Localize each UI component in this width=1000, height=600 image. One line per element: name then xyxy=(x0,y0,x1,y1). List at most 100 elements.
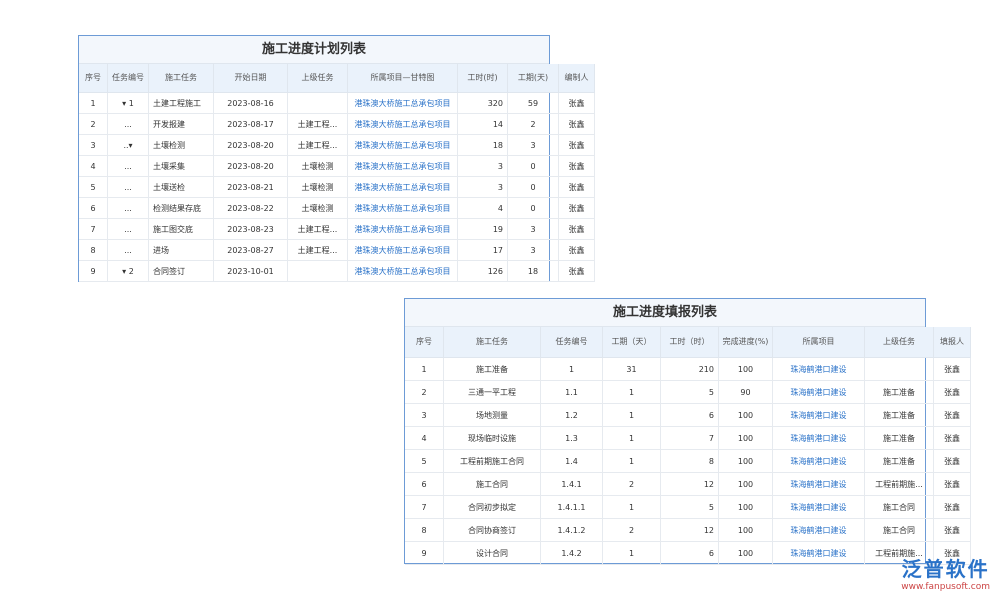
cell: 土壤检测 xyxy=(287,176,348,198)
report-title: 施工进度填报列表 xyxy=(405,299,925,327)
project-link[interactable]: 港珠澳大桥施工总承包项目 xyxy=(347,218,458,240)
cell: 3 xyxy=(457,155,508,177)
cell: 2023-08-17 xyxy=(213,113,288,135)
project-link[interactable]: 珠海鹤港口建设 xyxy=(772,449,865,473)
cell: 工程前期施... xyxy=(864,472,934,496)
cell: 1 xyxy=(602,380,661,404)
column-header: 任务编号 xyxy=(107,64,149,93)
cell: 张鑫 xyxy=(558,92,595,114)
cell: 土壤检测 xyxy=(287,155,348,177)
cell: 2023-08-23 xyxy=(213,218,288,240)
project-link[interactable]: 港珠澳大桥施工总承包项目 xyxy=(347,260,458,282)
cell: 59 xyxy=(507,92,559,114)
cell: 张鑫 xyxy=(933,472,971,496)
cell: 1.3 xyxy=(540,426,603,450)
cell: 2023-08-21 xyxy=(213,176,288,198)
project-link[interactable]: 珠海鹤港口建设 xyxy=(772,541,865,565)
cell: 土建工程... xyxy=(287,113,348,135)
project-link[interactable]: 珠海鹤港口建设 xyxy=(772,495,865,519)
cell: 张鑫 xyxy=(558,197,595,219)
cell: 0 xyxy=(507,176,559,198)
project-link[interactable]: 珠海鹤港口建设 xyxy=(772,357,865,381)
project-link[interactable]: 港珠澳大桥施工总承包项目 xyxy=(347,197,458,219)
cell: ... xyxy=(107,113,149,135)
plan-table: 序号 任务编号 施工任务 开始日期 上级任务 所属项目—甘特图 工时(时) 工期(天) 编制人 1… xyxy=(79,64,595,282)
cell: 8 xyxy=(79,239,108,261)
cell: 2023-08-20 xyxy=(213,155,288,177)
cell: 合同初步拟定 xyxy=(443,495,541,519)
cell: 开发报建 xyxy=(148,113,214,135)
cell: 2023-10-01 xyxy=(213,260,288,282)
cell: ..▾ xyxy=(107,134,149,156)
cell: 张鑫 xyxy=(933,426,971,450)
column-header: 工时(时) xyxy=(457,64,508,93)
cell: 5 xyxy=(405,449,444,473)
cell: 张鑫 xyxy=(933,495,971,519)
project-link[interactable]: 珠海鹤港口建设 xyxy=(772,403,865,427)
plan-panel: 施工进度计划列表 序号 任务编号 施工任务 开始日期 上级任务 所属项目—甘特图 工时(时)… xyxy=(78,35,595,282)
column-header: 上级任务 xyxy=(864,327,934,358)
cell: 张鑫 xyxy=(558,176,595,198)
project-link[interactable]: 港珠澳大桥施工总承包项目 xyxy=(347,155,458,177)
cell: 土建工程... xyxy=(287,239,348,261)
cell: 土建工程施工 xyxy=(148,92,214,114)
cell: 12 xyxy=(660,472,719,496)
cell: 4 xyxy=(457,197,508,219)
cell: 1.4.1.1 xyxy=(540,495,603,519)
column-header: 填报人 xyxy=(933,327,971,358)
project-link[interactable]: 港珠澳大桥施工总承包项目 xyxy=(347,176,458,198)
project-link[interactable]: 珠海鹤港口建设 xyxy=(772,472,865,496)
project-link[interactable]: 港珠澳大桥施工总承包项目 xyxy=(347,113,458,135)
project-link[interactable]: 港珠澳大桥施工总承包项目 xyxy=(347,92,458,114)
project-link[interactable]: 珠海鹤港口建设 xyxy=(772,426,865,450)
cell: 0 xyxy=(507,197,559,219)
cell: 6 xyxy=(405,472,444,496)
cell: 90 xyxy=(718,380,773,404)
cell: 2023-08-16 xyxy=(213,92,288,114)
cell: 2 xyxy=(602,472,661,496)
cell: 6 xyxy=(660,403,719,427)
cell: 1.4.1 xyxy=(540,472,603,496)
cell: 三通一平工程 xyxy=(443,380,541,404)
column-header: 序号 xyxy=(405,327,444,358)
cell: 张鑫 xyxy=(558,260,595,282)
cell: 4 xyxy=(79,155,108,177)
cell xyxy=(864,357,934,381)
cell: 18 xyxy=(507,260,559,282)
cell: 张鑫 xyxy=(933,380,971,404)
table-row: 3 场地测量 1.2 1 6 100 珠海鹤港口建设 施工准备 张鑫 xyxy=(405,403,971,427)
column-header: 所属项目 xyxy=(772,327,865,358)
cell: 9 xyxy=(79,260,108,282)
cell: 100 xyxy=(718,357,773,381)
cell: ... xyxy=(107,239,149,261)
table-row: 2... 开发报建 2023-08-17 土建工程... 港珠澳大桥施工总承包项目 14 2… xyxy=(79,113,595,135)
cell: 设计合同 xyxy=(443,541,541,565)
cell: 1 xyxy=(602,403,661,427)
table-row: 4... 土壤采集 2023-08-20 土壤检测 港珠澳大桥施工总承包项目 3 0 张鑫 xyxy=(79,155,595,177)
cell: ▾ 2 xyxy=(107,260,149,282)
cell: 检测结果存底 xyxy=(148,197,214,219)
cell: ... xyxy=(107,197,149,219)
project-link[interactable]: 港珠澳大桥施工总承包项目 xyxy=(347,134,458,156)
cell: 100 xyxy=(718,426,773,450)
cell: 施工准备 xyxy=(864,380,934,404)
cell: 2023-08-27 xyxy=(213,239,288,261)
cell: 100 xyxy=(718,495,773,519)
project-link[interactable]: 港珠澳大桥施工总承包项目 xyxy=(347,239,458,261)
project-link[interactable]: 珠海鹤港口建设 xyxy=(772,518,865,542)
cell xyxy=(287,92,348,114)
cell: 1.4.1.2 xyxy=(540,518,603,542)
report-table: 序号 施工任务 任务编号 工期（天） 工时（时） 完成进度(%) 所属项目 上级任务 填报人 1 施… xyxy=(405,327,971,565)
cell: 6 xyxy=(660,541,719,565)
cell: 张鑫 xyxy=(933,518,971,542)
cell: 9 xyxy=(405,541,444,565)
cell: 土壤送检 xyxy=(148,176,214,198)
column-header: 工期(天) xyxy=(507,64,559,93)
cell: 1.1 xyxy=(540,380,603,404)
cell: 3 xyxy=(457,176,508,198)
cell: 3 xyxy=(405,403,444,427)
cell: 3 xyxy=(507,239,559,261)
table-row: 5 工程前期施工合同 1.4 1 8 100 珠海鹤港口建设 施工准备 张鑫 xyxy=(405,449,971,473)
table-row: 8 合同协商签订 1.4.1.2 2 12 100 珠海鹤港口建设 施工合同 张鑫 xyxy=(405,518,971,542)
project-link[interactable]: 珠海鹤港口建设 xyxy=(772,380,865,404)
